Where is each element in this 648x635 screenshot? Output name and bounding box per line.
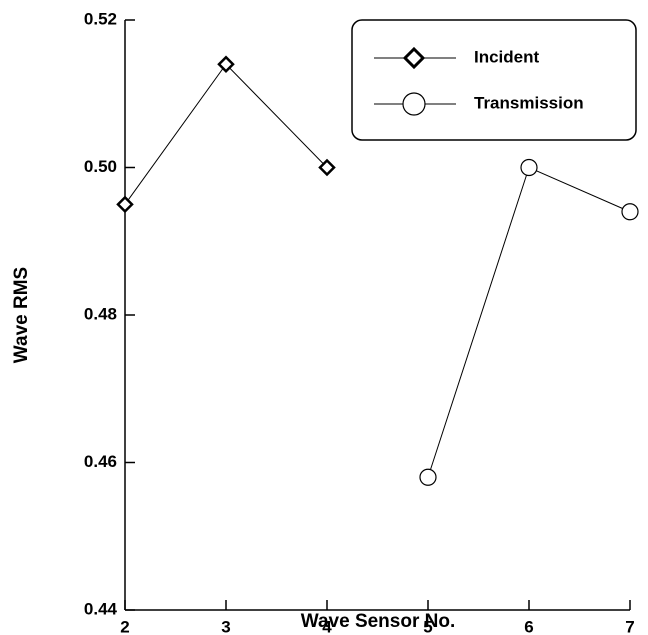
- series-line: [427, 166, 631, 478]
- marker: [318, 158, 336, 177]
- marker: [116, 195, 134, 214]
- marker: [419, 468, 437, 486]
- x-tick-label: 7: [625, 617, 634, 635]
- x-tick-label: 4: [322, 617, 332, 635]
- x-tick-label: 2: [120, 617, 129, 635]
- marker: [621, 203, 639, 221]
- x-tick-label: 3: [221, 617, 230, 635]
- legend-label: Transmission: [474, 93, 584, 112]
- x-axis-title: Wave Sensor No.: [301, 611, 456, 632]
- y-tick-label: 0.48: [84, 304, 117, 323]
- legend-box: [351, 19, 637, 141]
- marker: [217, 55, 235, 74]
- marker: [520, 158, 538, 177]
- legend-marker: [402, 92, 426, 116]
- legend-label: Incident: [474, 47, 540, 66]
- y-axis-title: Wave RMS: [11, 267, 32, 363]
- y-tick-label: 0.50: [84, 157, 117, 176]
- legend-marker: [402, 46, 426, 70]
- y-tick-label: 0.46: [84, 452, 117, 471]
- x-tick-label: 6: [524, 617, 533, 635]
- y-tick-label: 0.52: [84, 9, 117, 28]
- y-tick-label: 0.44: [84, 599, 118, 618]
- series-line: [124, 63, 328, 205]
- x-tick-label: 5: [423, 617, 432, 635]
